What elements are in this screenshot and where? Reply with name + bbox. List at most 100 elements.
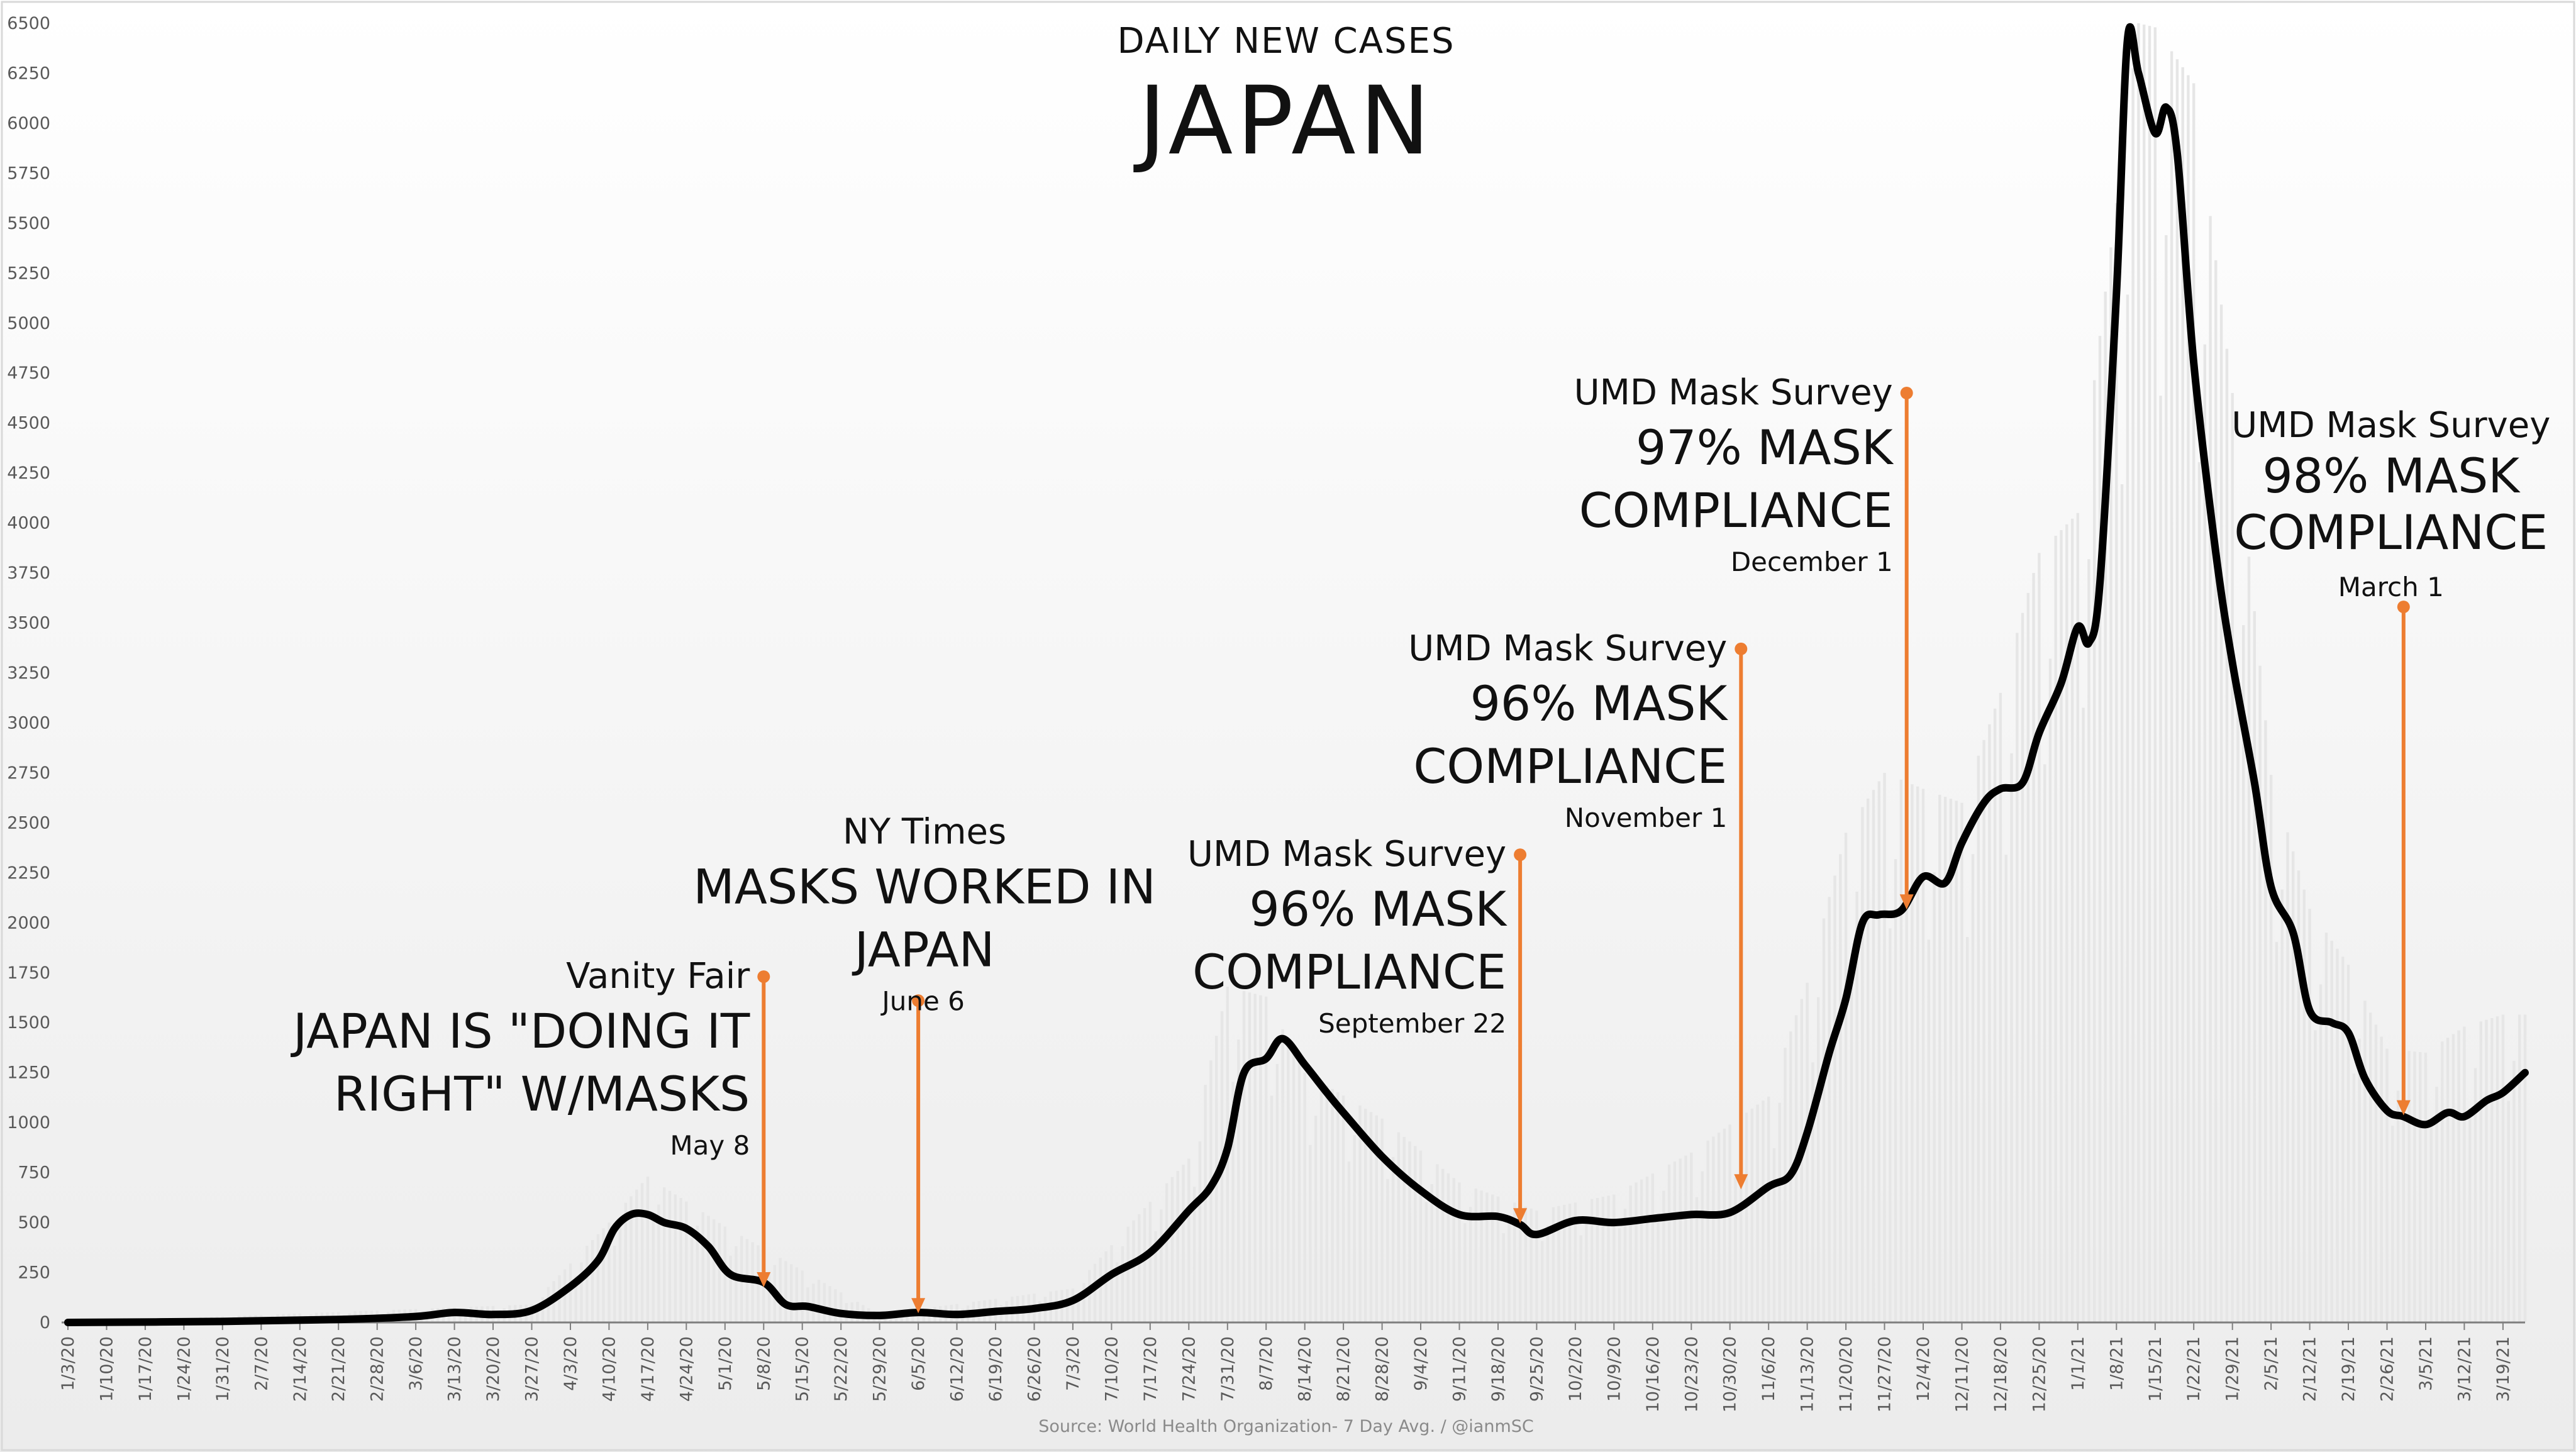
daily-bar bbox=[2225, 348, 2229, 1322]
daily-bar bbox=[2385, 1048, 2389, 1322]
daily-bar bbox=[696, 1226, 699, 1322]
x-tick-label: 8/21/20 bbox=[1334, 1336, 1353, 1402]
daily-bar bbox=[2413, 1051, 2416, 1322]
daily-bar bbox=[1491, 1194, 1494, 1322]
daily-bar bbox=[1899, 779, 1903, 1322]
daily-bar bbox=[1391, 1156, 1395, 1322]
daily-bar bbox=[541, 1297, 545, 1322]
daily-bar bbox=[1778, 1102, 1781, 1322]
x-tick-label: 10/30/20 bbox=[1721, 1336, 1740, 1412]
daily-bar bbox=[2363, 1000, 2367, 1322]
daily-bar bbox=[922, 1312, 926, 1322]
daily-bar bbox=[1237, 1039, 1240, 1322]
daily-bar bbox=[2082, 707, 2085, 1322]
daily-bar bbox=[2159, 396, 2162, 1323]
x-tick-label: 2/21/20 bbox=[329, 1336, 348, 1402]
daily-bar bbox=[635, 1189, 638, 1322]
daily-bar bbox=[1552, 1207, 1555, 1322]
daily-bar bbox=[2010, 753, 2013, 1322]
daily-bar bbox=[2292, 851, 2295, 1322]
x-tick-label: 8/14/20 bbox=[1296, 1336, 1315, 1402]
x-tick-label: 9/18/20 bbox=[1489, 1336, 1508, 1402]
daily-bar bbox=[1375, 1115, 1378, 1322]
daily-bar bbox=[1160, 1209, 1163, 1322]
daily-bar bbox=[1518, 1204, 1522, 1322]
daily-bar bbox=[2209, 216, 2212, 1322]
daily-bar bbox=[2352, 1073, 2355, 1322]
x-tick-label: 1/31/20 bbox=[213, 1336, 233, 1402]
daily-bar bbox=[1148, 1202, 1152, 1322]
daily-bar bbox=[2396, 1090, 2400, 1322]
daily-bar bbox=[2175, 59, 2179, 1323]
daily-bar bbox=[2032, 573, 2035, 1322]
annotation-headline: COMPLIANCE bbox=[1192, 944, 1506, 1000]
y-tick-label: 1500 bbox=[7, 1013, 50, 1033]
daily-bar bbox=[2021, 612, 2024, 1322]
daily-bar bbox=[817, 1280, 821, 1322]
daily-bar bbox=[1541, 1241, 1544, 1322]
daily-bar bbox=[2181, 67, 2184, 1322]
daily-bar bbox=[574, 1275, 577, 1322]
y-tick-label: 6000 bbox=[7, 114, 50, 133]
daily-bar bbox=[2219, 304, 2223, 1322]
daily-bar bbox=[2104, 291, 2107, 1322]
daily-bar bbox=[1325, 1085, 1328, 1322]
x-tick-label: 3/20/20 bbox=[484, 1336, 503, 1402]
x-tick-label: 9/4/20 bbox=[1411, 1336, 1431, 1391]
daily-bar bbox=[1629, 1185, 1632, 1322]
daily-bar bbox=[2258, 665, 2262, 1322]
daily-bar bbox=[1938, 794, 1941, 1322]
daily-bar bbox=[1806, 982, 1809, 1322]
daily-bar bbox=[1468, 1207, 1472, 1322]
annotation-arrow-head bbox=[1734, 1174, 1748, 1190]
daily-bar bbox=[823, 1283, 826, 1322]
daily-bar bbox=[1894, 859, 1897, 1322]
daily-bar bbox=[1911, 784, 1914, 1322]
annotation-source: Vanity Fair bbox=[566, 956, 750, 997]
y-tick-label: 3750 bbox=[7, 563, 50, 583]
daily-bar bbox=[2485, 1019, 2488, 1322]
daily-bar bbox=[1331, 1089, 1334, 1322]
y-tick-label: 500 bbox=[18, 1213, 50, 1233]
daily-bar bbox=[2419, 1052, 2422, 1322]
x-tick-label: 3/27/20 bbox=[523, 1336, 542, 1402]
y-tick-label: 5000 bbox=[7, 314, 50, 333]
daily-bar bbox=[1116, 1262, 1119, 1322]
daily-bar bbox=[1358, 1105, 1362, 1322]
daily-bar bbox=[1701, 1171, 1704, 1322]
daily-bar bbox=[2501, 1014, 2505, 1322]
daily-bar bbox=[1265, 996, 1268, 1322]
daily-bar bbox=[679, 1198, 682, 1322]
chart-title: DAILY NEW CASES bbox=[1117, 21, 1455, 62]
y-tick-label: 5250 bbox=[7, 263, 50, 283]
x-tick-label: 11/27/20 bbox=[1875, 1336, 1895, 1412]
annotation-date: September 22 bbox=[1318, 1008, 1506, 1039]
daily-bar bbox=[1607, 1195, 1610, 1322]
daily-bar bbox=[1170, 1177, 1174, 1322]
daily-bar bbox=[1424, 1202, 1428, 1322]
daily-bar bbox=[2441, 1041, 2444, 1322]
daily-bar bbox=[2253, 611, 2256, 1322]
daily-bar bbox=[767, 1271, 771, 1322]
daily-bar bbox=[1132, 1220, 1135, 1322]
x-tick-label: 4/17/20 bbox=[638, 1336, 658, 1402]
daily-bar bbox=[1999, 692, 2002, 1322]
annotation-marker-dot bbox=[1514, 848, 1527, 862]
daily-bar bbox=[828, 1286, 831, 1322]
daily-bar bbox=[2038, 553, 2041, 1322]
daily-bar bbox=[2093, 380, 2096, 1322]
daily-bar bbox=[2451, 1034, 2455, 1322]
daily-bar bbox=[1121, 1246, 1124, 1322]
daily-bar bbox=[1463, 1223, 1467, 1322]
x-tick-label: 10/23/20 bbox=[1682, 1336, 1701, 1412]
daily-bar bbox=[586, 1246, 589, 1322]
annotation-date: May 8 bbox=[670, 1130, 750, 1161]
daily-bar bbox=[1723, 1128, 1726, 1322]
annotation-date: June 6 bbox=[880, 985, 965, 1016]
x-tick-label: 10/9/20 bbox=[1604, 1336, 1624, 1402]
x-tick-label: 1/3/20 bbox=[58, 1336, 78, 1391]
y-tick-label: 4750 bbox=[7, 363, 50, 383]
daily-bar bbox=[1187, 1158, 1191, 1322]
